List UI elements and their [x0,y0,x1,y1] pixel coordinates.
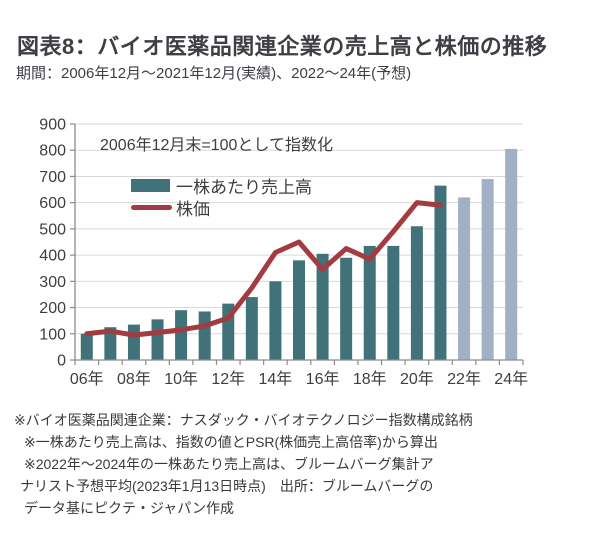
chart-legend: 一株あたり売上高 株価 [131,174,312,219]
bar-sales-2010 [175,310,188,360]
footnote-line: ※2022年～2024年の一株あたり売上高は、ブルームバーグ集計ア [24,456,434,472]
footnote-line: ※一株あたり売上高は、指数の値とPSR(株価売上高倍率)から算出 [24,434,438,450]
bar-sales-2018 [363,245,376,360]
figure-subtitle: 期間：2006年12月～2021年12月(実績)、2022～24年(予想) [16,65,412,82]
footnote-line: データ基にピクテ・ジャパン作成 [24,500,234,516]
bar-sales-2013 [245,297,258,360]
x-tick-label: 20年 [400,370,434,388]
y-tick-label: 700 [39,169,66,186]
bar-sales-2007 [104,327,117,360]
x-tick-label: 08年 [117,370,151,388]
bar-sales-2022 [458,197,471,360]
y-tick-label: 500 [39,221,66,238]
bar-sales-2024 [505,148,518,360]
y-tick-label: 600 [39,195,66,212]
legend-label-stock-price: 株価 [176,199,210,219]
legend-swatch-price-line [131,204,172,210]
x-tick-label: 24年 [494,370,528,388]
y-tick-label: 200 [39,300,66,317]
bar-sales-2016 [316,253,329,360]
x-tick-label: 12年 [211,370,245,388]
x-tick-label: 16年 [306,370,340,388]
chart-annotation: 2006年12月末=100として指数化 [100,137,333,154]
bar-sales-2019 [387,245,400,360]
legend-swatch-sales-bar [131,178,170,192]
stock-price-line [84,200,443,338]
bar-sales-2023 [481,179,494,360]
legend-item-sales: 一株あたり売上高 [131,174,312,197]
y-tick-label: 100 [39,326,66,343]
y-tick-label: 400 [39,248,66,265]
y-tick-label: 300 [39,274,66,291]
legend-label-sales: 一株あたり売上高 [176,177,312,197]
figure-title: 図表8：バイオ医薬品関連企業の売上高と株価の推移 [17,34,548,59]
bar-sales-2014 [269,281,282,360]
y-tick-label: 900 [39,117,66,134]
x-tick-label: 18年 [353,370,387,388]
bar-sales-2021 [434,185,447,360]
bar-sales-2009 [151,319,164,360]
x-tick-label: 14年 [259,370,293,388]
y-tick-label: 800 [39,143,66,160]
legend-item-stock-price: 株価 [131,196,312,219]
bar-sales-2015 [293,260,305,360]
x-tick-label: 22年 [447,370,481,388]
footnote-line: ナリスト予想平均(2023年1月13日時点) 出所：ブルームバーグの [20,478,434,494]
bar-sales-2020 [410,226,423,360]
x-tick-label: 10年 [164,370,198,388]
y-tick-label: 0 [57,353,66,370]
bar-sales-2017 [340,257,353,360]
footnotes: ※バイオ医薬品関連企業：ナスダック・バイオテクノロジー指数構成銘柄 ※一株あたり… [0,409,473,519]
bar-sales-2008 [127,324,140,360]
footnote-line: ※バイオ医薬品関連企業：ナスダック・バイオテクノロジー指数構成銘柄 [14,412,473,428]
bar-sales-2011 [198,311,211,360]
x-tick-label: 06年 [70,370,104,388]
bar-sales-2006 [80,333,93,360]
